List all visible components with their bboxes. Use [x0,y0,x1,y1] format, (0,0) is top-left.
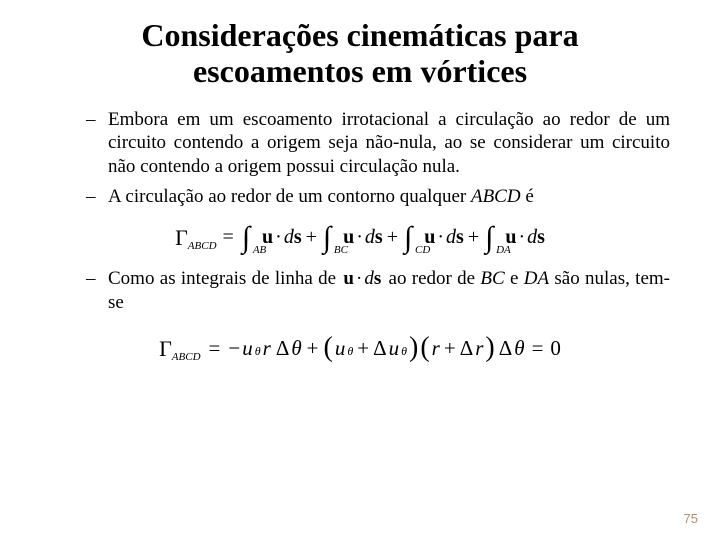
delta-1: Δ [273,336,290,361]
bullet-3-bc: BC [480,268,504,289]
bullet-item-1: Embora em um escoamento irrotacional a c… [90,108,670,179]
bullet-3-mid: ao redor de [383,268,480,289]
r-3: r [475,336,483,361]
bullet-2-abcd: ABCD [471,186,521,207]
title-line-1: Considerações cinemáticas para [141,17,578,53]
equation-1: ΓABCD = ∫AB u·ds + ∫BC u·ds + ∫CD u·ds +… [50,223,670,253]
r-1: r [263,336,271,361]
gamma-sub-label-2: ABCD [172,351,201,363]
bullet-list-2: Como as integrais de linha de u·ds ao re… [50,267,670,315]
delta-r: Δ [460,336,474,361]
u-theta-3: u [389,336,400,361]
int-sub-cd: CD [415,244,430,256]
title-line-2: escoamentos em vórtices [193,53,527,89]
bullet-2-pre: A circulação ao redor de um contorno qua… [108,186,471,207]
integral-term-cd: ∫CD [404,223,412,253]
inline-uds: u·ds [341,267,383,291]
slide: Considerações cinemáticas para escoament… [0,0,720,540]
integral-term-bc: ∫BC [323,223,331,253]
u-theta-1: u [242,336,253,361]
bullet-item-3: Como as integrais de linha de u·ds ao re… [90,267,670,315]
d-3: d [446,226,456,248]
gamma-abcd: ΓABCD [175,225,216,251]
int-sub-da: DA [496,244,511,256]
sub-theta-3: θ [401,344,407,359]
sub-theta-1: θ [255,344,261,359]
d-1: d [284,226,294,248]
s-vec-4: s [537,226,545,248]
inline-u: u [343,267,354,291]
gamma-sub-label: ABCD [188,240,217,252]
bullet-item-2: A circulação ao redor de um contorno qua… [90,185,670,209]
theta-1: θ [291,336,301,361]
u-theta-2: u [335,336,346,361]
delta-u: Δ [373,336,387,361]
zero: 0 [550,336,561,361]
slide-title: Considerações cinemáticas para escoament… [50,18,670,90]
gamma-abcd-2: ΓABCD [159,336,200,362]
sub-theta-2: θ [347,344,353,359]
s-vec-2: s [375,226,383,248]
int-sub-ab: AB [253,244,266,256]
page-number: 75 [684,511,698,526]
inline-s: s [374,267,381,291]
s-vec: s [294,226,302,248]
equation-2: ΓABCD = − uθ r Δθ + ( uθ + Δuθ ) ( r + Δ… [50,335,670,363]
theta-2: θ [514,336,524,361]
bullet-3-pre: Como as integrais de linha de [108,268,341,289]
r-2: r [432,336,440,361]
d-4: d [527,226,537,248]
s-vec-3: s [456,226,464,248]
bullet-1-text: Embora em um escoamento irrotacional a c… [108,109,670,178]
inline-d: d [364,267,374,291]
int-sub-bc: BC [334,244,348,256]
bullet-2-post: é [521,186,534,207]
d-2: d [365,226,375,248]
integral-term-ab: ∫AB [242,223,250,253]
bullet-3-da: DA [524,268,549,289]
delta-2: Δ [497,336,513,361]
bullet-list: Embora em um escoamento irrotacional a c… [50,108,670,209]
bullet-3-and: e [505,268,524,289]
integral-term-da: ∫DA [485,223,493,253]
